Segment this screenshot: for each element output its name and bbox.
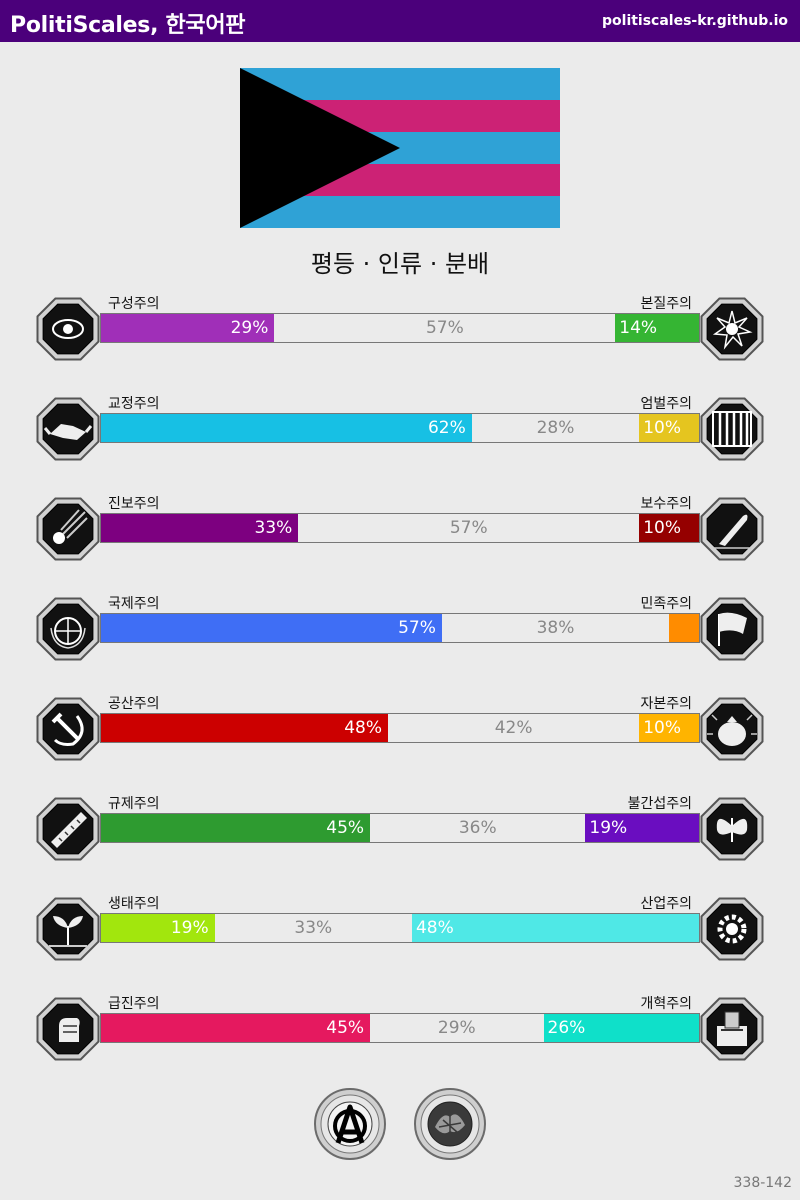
left-segment: 19% (101, 914, 215, 942)
axis-row: 생태주의 산업주의 19% 33% 48% (0, 885, 800, 965)
right-segment: 10% (639, 714, 699, 742)
ruler-icon (33, 794, 103, 864)
left-axis-name: 생태주의 (108, 896, 160, 912)
app-header: PolitiScales, 한국어판 politiscales-kr.githu… (0, 0, 800, 42)
hammer-sickle-icon (33, 694, 103, 764)
axis-row: 규제주의 불간섭주의 45% 36% 19% (0, 785, 800, 865)
right-axis-name: 본질주의 (640, 296, 692, 312)
middle-segment: 29% (437, 1018, 476, 1038)
right-segment: 19% (585, 814, 699, 842)
axis-bar: 45% 29% 26% (100, 1013, 700, 1043)
middle-segment: 57% (425, 318, 464, 338)
right-segment: 48% (411, 914, 699, 942)
flag-icon (697, 594, 767, 664)
result-flag (240, 68, 560, 228)
right-axis-name: 불간섭주의 (627, 796, 692, 812)
left-axis-name: 진보주의 (108, 496, 160, 512)
left-axis-name: 규제주의 (108, 796, 160, 812)
left-segment: 62% (101, 414, 472, 442)
right-axis-name: 개혁주의 (640, 996, 692, 1012)
right-segment (669, 614, 699, 642)
app-title: PolitiScales, 한국어판 (10, 13, 246, 38)
right-axis-name: 민족주의 (640, 596, 692, 612)
right-segment: 10% (639, 414, 699, 442)
result-labels: 평등 · 인류 · 분배 (310, 250, 490, 278)
butterfly-icon (697, 794, 767, 864)
right-segment: 10% (639, 514, 699, 542)
globe-icon (33, 594, 103, 664)
left-axis-name: 공산주의 (108, 696, 160, 712)
axis-bar: 29% 57% 14% (100, 313, 700, 343)
anarchism-badge-icon (313, 1087, 387, 1161)
flower-icon (697, 294, 767, 364)
axis-bar: 33% 57% 10% (100, 513, 700, 543)
left-axis-name: 구성주의 (108, 296, 160, 312)
site-url-link[interactable]: politiscales-kr.github.io (602, 13, 788, 29)
right-axis-name: 산업주의 (640, 896, 692, 912)
ballot-box-icon (697, 994, 767, 1064)
middle-segment: 33% (294, 918, 333, 938)
left-segment: 45% (101, 814, 371, 842)
quill-icon (697, 494, 767, 564)
axis-row: 공산주의 자본주의 48% 42% 10% (0, 685, 800, 765)
sprout-icon (33, 894, 103, 964)
axis-bar: 19% 33% 48% (100, 913, 700, 943)
handshake-icon (33, 394, 103, 464)
axis-row: 급진주의 개혁주의 45% 29% 26% (0, 985, 800, 1065)
prison-bars-icon (697, 394, 767, 464)
fist-icon (33, 994, 103, 1064)
middle-segment: 42% (494, 718, 533, 738)
axis-row: 국제주의 민족주의 57% 38% (0, 585, 800, 665)
right-axis-name: 자본주의 (640, 696, 692, 712)
pragmatism-badge-icon (413, 1087, 487, 1161)
left-axis-name: 교정주의 (108, 396, 160, 412)
axis-row: 진보주의 보수주의 33% 57% 10% (0, 485, 800, 565)
left-segment: 48% (101, 714, 389, 742)
axis-row: 구성주의 본질주의 29% 57% 14% (0, 285, 800, 365)
left-segment: 45% (101, 1014, 371, 1042)
axis-bar: 45% 36% 19% (100, 813, 700, 843)
money-bag-icon (697, 694, 767, 764)
middle-segment: 57% (449, 518, 488, 538)
middle-segment: 36% (458, 818, 497, 838)
eye-icon (33, 294, 103, 364)
right-segment: 26% (543, 1014, 699, 1042)
left-axis-name: 급진주의 (108, 996, 160, 1012)
left-segment: 29% (101, 314, 275, 342)
left-segment: 33% (101, 514, 299, 542)
middle-segment: 38% (536, 618, 575, 638)
axis-bar: 57% 38% (100, 613, 700, 643)
axis-bar: 48% 42% 10% (100, 713, 700, 743)
right-axis-name: 보수주의 (640, 496, 692, 512)
middle-segment: 28% (536, 418, 575, 438)
axis-bar: 62% 28% 10% (100, 413, 700, 443)
left-axis-name: 국제주의 (108, 596, 160, 612)
right-segment: 14% (615, 314, 699, 342)
gear-icon (697, 894, 767, 964)
right-axis-name: 엄벌주의 (640, 396, 692, 412)
axis-row: 교정주의 엄벌주의 62% 28% 10% (0, 385, 800, 465)
version-label: 338-142 (733, 1175, 793, 1191)
comet-icon (33, 494, 103, 564)
left-segment: 57% (101, 614, 442, 642)
